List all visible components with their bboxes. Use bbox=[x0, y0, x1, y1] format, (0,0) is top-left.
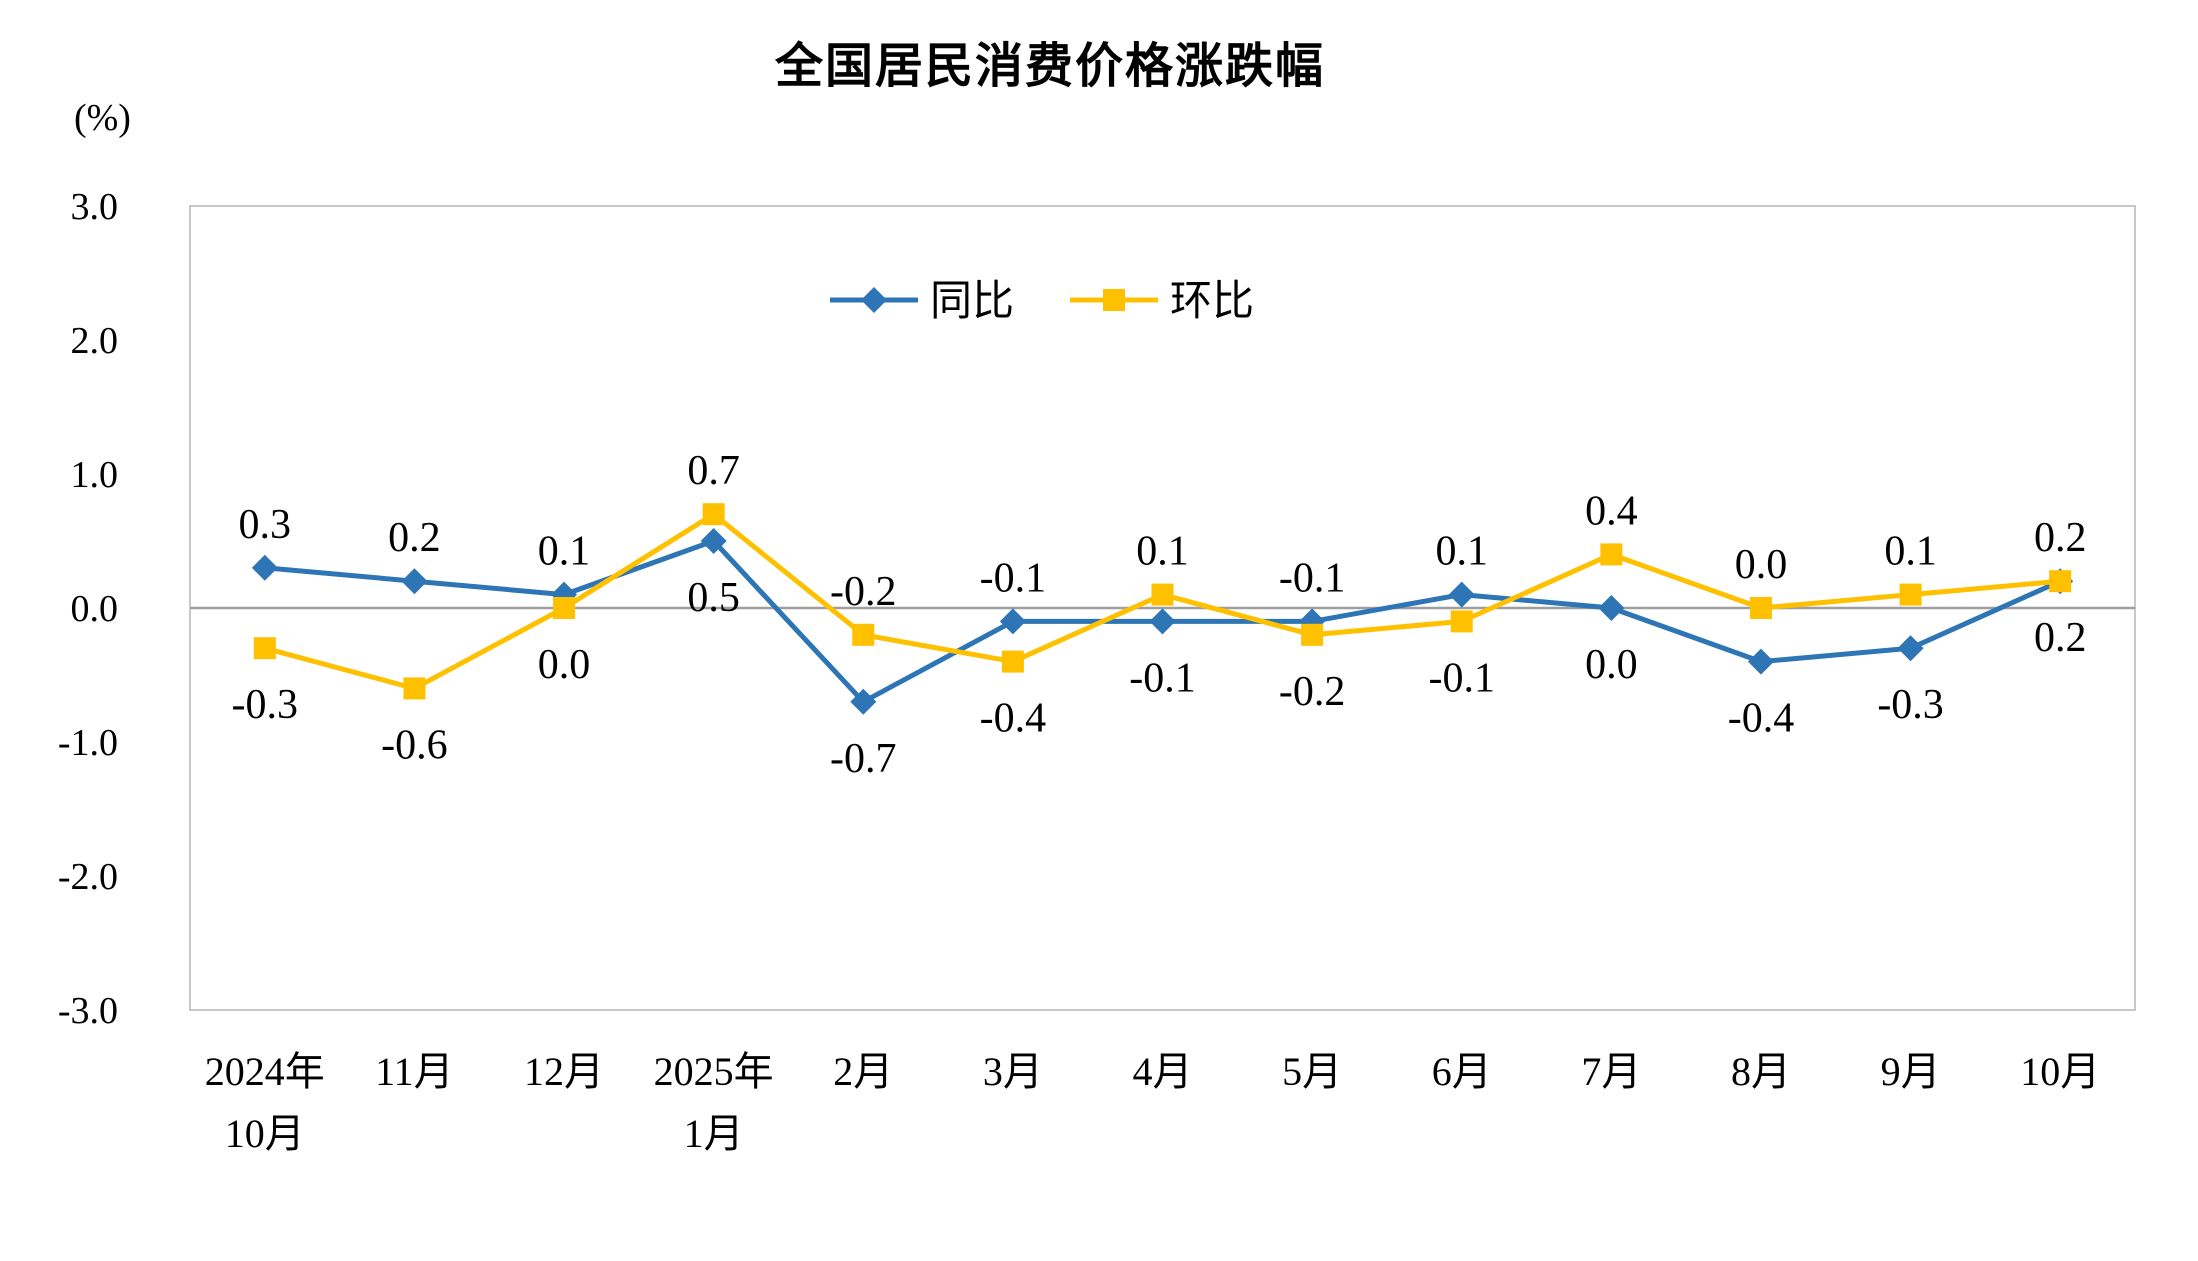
data-label: 0.2 bbox=[2034, 615, 2087, 661]
y-axis-unit-label: (%) bbox=[74, 97, 131, 139]
data-label: 0.4 bbox=[1585, 488, 1638, 534]
data-label: -0.2 bbox=[1279, 669, 1346, 715]
data-label: -0.6 bbox=[381, 722, 448, 768]
x-axis-tick-label: 6月 bbox=[1432, 1049, 1492, 1094]
x-axis-tick-label: 7月 bbox=[1581, 1049, 1641, 1094]
x-axis-tick-label: 9月 bbox=[1881, 1049, 1941, 1094]
x-axis-tick-label: 2月 bbox=[833, 1049, 893, 1094]
data-label: -0.1 bbox=[1279, 555, 1346, 601]
data-label: -0.1 bbox=[980, 555, 1047, 601]
data-label: 0.0 bbox=[1585, 642, 1638, 688]
data-label: 0.1 bbox=[1435, 529, 1488, 575]
y-axis-tick-label: 0.0 bbox=[71, 588, 119, 630]
x-axis-tick-label: 10月 bbox=[225, 1111, 305, 1156]
data-label: 0.0 bbox=[1735, 542, 1788, 588]
y-axis-tick-label: 1.0 bbox=[71, 454, 119, 496]
chart-title: 全国居民消费价格涨跌幅 bbox=[774, 40, 1325, 93]
data-label: 0.3 bbox=[239, 502, 292, 548]
x-axis-tick-label: 10月 bbox=[2020, 1049, 2100, 1094]
data-label: 0.0 bbox=[538, 642, 591, 688]
square-marker bbox=[1301, 623, 1324, 646]
diamond-marker bbox=[1598, 595, 1625, 621]
square-marker bbox=[1103, 289, 1125, 311]
square-marker bbox=[1749, 597, 1772, 619]
square-marker bbox=[1600, 543, 1623, 566]
legend-label-mom: 环比 bbox=[1170, 279, 1254, 325]
diamond-marker bbox=[1897, 635, 1924, 662]
legend-item-yoy: 同比 bbox=[830, 279, 1014, 325]
square-marker bbox=[1450, 610, 1473, 633]
diamond-marker bbox=[850, 688, 877, 715]
data-label: 0.7 bbox=[687, 448, 740, 494]
data-label: 0.1 bbox=[1136, 529, 1189, 575]
legend-label-yoy: 同比 bbox=[930, 279, 1014, 325]
square-marker bbox=[702, 503, 725, 526]
data-label: 0.1 bbox=[1884, 529, 1937, 575]
data-label: -0.1 bbox=[1129, 655, 1196, 701]
diamond-marker bbox=[251, 554, 278, 581]
data-label: 0.2 bbox=[2034, 515, 2087, 561]
y-axis-tick-label: -1.0 bbox=[58, 722, 118, 764]
y-axis-tick-label: -2.0 bbox=[58, 856, 118, 898]
x-axis-tick-label: 11月 bbox=[375, 1049, 454, 1094]
square-marker bbox=[1151, 583, 1174, 606]
y-axis-tick-label: 2.0 bbox=[71, 320, 119, 362]
data-label: 0.1 bbox=[538, 529, 591, 575]
diamond-marker bbox=[700, 528, 727, 554]
x-axis-tick-label: 2025年 bbox=[654, 1049, 774, 1094]
square-marker bbox=[253, 637, 276, 660]
y-axis-tick-label: 3.0 bbox=[71, 186, 119, 228]
legend-item-mom: 环比 bbox=[1070, 279, 1254, 325]
x-axis-tick-label: 4月 bbox=[1133, 1049, 1193, 1094]
data-label: -0.7 bbox=[830, 736, 897, 782]
series-mom bbox=[253, 503, 2072, 700]
square-marker bbox=[1899, 583, 1922, 606]
x-axis-tick-label: 8月 bbox=[1731, 1049, 1791, 1094]
x-axis-tick-label: 3月 bbox=[983, 1049, 1043, 1094]
x-axis-tick-label: 1月 bbox=[684, 1111, 744, 1156]
x-axis-tick-label: 5月 bbox=[1282, 1049, 1342, 1094]
square-marker bbox=[2049, 570, 2072, 593]
data-label: -0.4 bbox=[1728, 696, 1795, 742]
data-label: -0.3 bbox=[232, 682, 299, 728]
square-marker bbox=[403, 677, 426, 700]
x-axis-tick-label: 12月 bbox=[524, 1049, 604, 1094]
legend: 同比 环比 bbox=[830, 279, 1254, 325]
diamond-marker bbox=[1149, 608, 1176, 635]
data-label: -0.3 bbox=[1877, 682, 1944, 728]
diamond-marker bbox=[999, 608, 1026, 635]
data-label: -0.2 bbox=[830, 569, 897, 615]
y-axis-tick-label: -3.0 bbox=[58, 990, 118, 1032]
diamond-marker bbox=[861, 287, 887, 313]
data-label: 0.5 bbox=[687, 575, 740, 621]
x-axis-tick-label: 2024年 bbox=[205, 1049, 325, 1094]
square-marker bbox=[553, 597, 576, 619]
data-label: 0.2 bbox=[388, 515, 441, 561]
diamond-marker bbox=[1448, 581, 1475, 608]
data-label: -0.1 bbox=[1428, 655, 1495, 701]
diamond-marker bbox=[401, 568, 428, 595]
diamond-marker bbox=[1747, 648, 1774, 675]
square-marker bbox=[1001, 650, 1024, 673]
data-label: -0.4 bbox=[980, 696, 1047, 742]
square-marker bbox=[852, 623, 875, 646]
